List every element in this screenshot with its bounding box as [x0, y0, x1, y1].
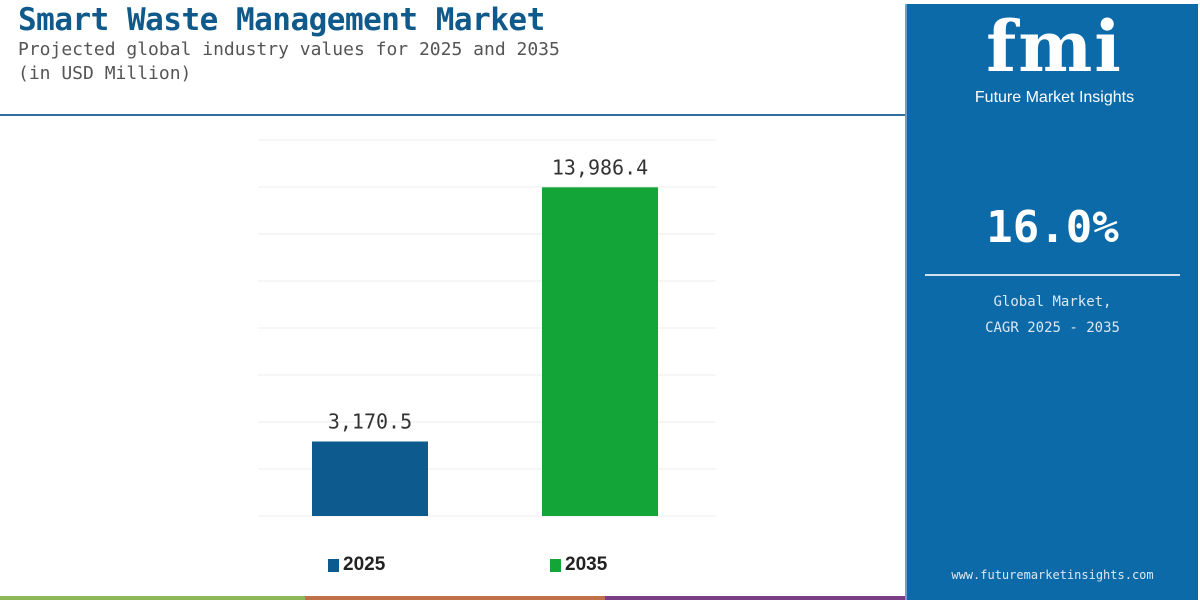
logo-mark: fmi	[986, 5, 1123, 88]
chart-title: Smart Waste Management Market	[18, 2, 545, 38]
legend-label: 2025	[343, 554, 386, 575]
legend-item-2025: 2025	[328, 554, 385, 576]
panel-divider	[925, 274, 1180, 276]
data-label-2025: 3,170.5	[328, 409, 412, 433]
logo-caption: Future Market Insights	[974, 89, 1135, 106]
legend-item-2035: 2035	[550, 554, 607, 576]
strip-green	[0, 596, 305, 600]
data-label-2035: 13,986.4	[552, 155, 648, 179]
bar-chart: 3,170.5 13,986.4	[258, 139, 716, 517]
legend-label: 2035	[565, 554, 608, 575]
bar-2035	[542, 187, 658, 517]
cagr-panel: fmi Future Market Insights 16.0% Global …	[905, 4, 1198, 600]
fmi-logo: fmi Future Market Insights	[947, 8, 1162, 107]
chart-unit: (in USD Million)	[18, 63, 192, 84]
legend-swatch	[550, 558, 561, 572]
website-link[interactable]: www.futuremarketinsights.com	[951, 568, 1154, 582]
strip-purple	[605, 596, 905, 600]
cagr-label: Global Market,	[993, 294, 1112, 310]
legend-swatch	[328, 558, 339, 572]
cagr-value: 16.0%	[986, 202, 1119, 253]
header-divider	[0, 114, 905, 116]
bar-2025	[312, 441, 428, 516]
cagr-period: CAGR 2025 - 2035	[985, 320, 1120, 336]
strip-orange	[305, 596, 605, 600]
chart-subtitle: Projected global industry values for 202…	[18, 39, 560, 60]
